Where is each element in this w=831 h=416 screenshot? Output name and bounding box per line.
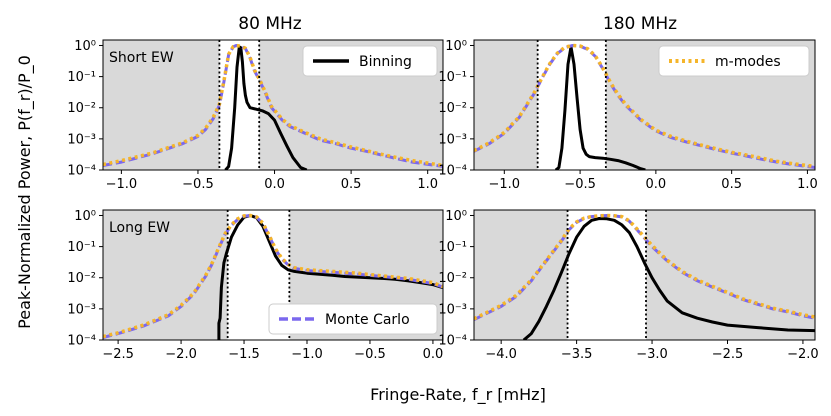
x-tick-label: −1.0 — [489, 177, 521, 192]
series-group — [474, 213, 815, 340]
y-tick-label: 10⁻¹ — [438, 70, 467, 85]
x-tick-label: 0.0 — [646, 177, 667, 192]
y-tick-label: 10⁻¹ — [438, 240, 467, 255]
x-tick-label: −1.0 — [106, 177, 138, 192]
plot-frame — [473, 39, 816, 171]
legend: m-modes — [658, 45, 810, 77]
series-group — [474, 43, 815, 170]
window-region — [567, 210, 647, 340]
y-tick-label: 10⁻² — [67, 101, 96, 116]
panel-annotation: Short EW — [109, 50, 174, 66]
x-tick-label: −1.0 — [291, 347, 323, 362]
title-80mhz: 80 MHz — [238, 14, 301, 34]
y-tick-label: 10⁻³ — [67, 302, 96, 317]
legend-box — [268, 303, 438, 335]
x-tick-label: 1.0 — [797, 177, 818, 192]
series-m-modes-line — [103, 213, 443, 339]
x-tick-label: 0.5 — [721, 177, 742, 192]
y-axis-label: Peak-Normalized Power, P(f_r)/P_0 — [15, 55, 35, 329]
x-tick-label: −4.0 — [485, 347, 517, 362]
x-tick-label: −2.5 — [712, 347, 744, 362]
y-tick-label: 10⁰ — [445, 39, 467, 54]
legend-label: Binning — [359, 54, 412, 70]
y-tick-label: 10⁻⁴ — [438, 164, 467, 179]
title-180mhz: 180 MHz — [603, 14, 677, 34]
y-tick-label: 10⁰ — [74, 39, 96, 54]
x-tick-label: −3.5 — [561, 347, 593, 362]
panel-short-180: 10⁻⁴ 10⁻³ 10⁻² 10⁻¹ 10⁰ −1.0 −0.5 0.0 0.5 1.0 m-mo… — [438, 39, 817, 192]
legend: Binning — [302, 45, 438, 77]
y-tick-label: 10⁻³ — [67, 132, 96, 147]
series-group — [103, 43, 443, 170]
y-tick-label: 10⁻² — [438, 101, 467, 116]
legend-label: Monte Carlo — [325, 312, 410, 328]
series-binning-line — [224, 45, 308, 170]
series-m-modes-line — [103, 43, 443, 168]
panel-long-80: 10⁻⁴ 10⁻³ 10⁻² 10⁻¹ 10⁰ −2.5 −2.0 −1.5 −1.0 −0.5 0… — [67, 209, 444, 362]
series-group — [103, 213, 443, 340]
x-tick-label: −0.5 — [182, 177, 214, 192]
series-monte-carlo-line — [474, 44, 815, 169]
series-binning-line — [522, 217, 815, 340]
plot-frame — [473, 209, 816, 341]
y-tick-label: 10⁻² — [438, 271, 467, 286]
x-tick-label: −3.0 — [636, 347, 668, 362]
x-tick-label: −1.5 — [228, 347, 260, 362]
x-tick-label: 0.5 — [341, 177, 362, 192]
panel-short-80: 10⁻⁴ 10⁻³ 10⁻² 10⁻¹ 10⁰ −1.0 −0.5 0.0 0.5 1.0 Shor… — [67, 39, 444, 192]
x-tick-label: 1.0 — [417, 177, 438, 192]
x-tick-label: −0.5 — [564, 177, 596, 192]
x-tick-label: −2.0 — [165, 347, 197, 362]
y-tick-label: 10⁰ — [445, 209, 467, 224]
x-tick-label: −2.0 — [787, 347, 819, 362]
y-tick-label: 10⁻³ — [438, 302, 467, 317]
legend-box — [658, 45, 810, 77]
y-tick-label: 10⁻¹ — [67, 70, 96, 85]
x-axis-label: Fringe-Rate, f_r [mHz] — [370, 385, 546, 405]
window-region — [537, 40, 606, 170]
x-tick-label: 0.0 — [423, 347, 444, 362]
y-tick-label: 10⁻⁴ — [67, 334, 96, 349]
series-binning-line — [217, 214, 443, 340]
y-tick-label: 10⁻⁴ — [438, 334, 467, 349]
legend: Monte Carlo — [268, 303, 438, 335]
y-tick-label: 10⁻⁴ — [67, 164, 96, 179]
legend-label: m-modes — [715, 54, 781, 70]
series-binning-line — [554, 45, 646, 170]
x-tick-label: −0.5 — [354, 347, 386, 362]
series-m-modes-line — [474, 213, 815, 321]
y-tick-label: 10⁻¹ — [67, 240, 96, 255]
panel-long-180: 10⁻⁴ 10⁻³ 10⁻² 10⁻¹ 10⁰ −4.0 −3.5 −3.0 −2.5 −2.0 — [438, 209, 818, 362]
panel-annotation: Long EW — [109, 220, 170, 236]
plot-frame — [102, 39, 444, 171]
y-tick-label: 10⁻³ — [438, 132, 467, 147]
y-tick-label: 10⁻² — [67, 271, 96, 286]
x-tick-label: 0.0 — [264, 177, 285, 192]
x-tick-label: −2.5 — [102, 347, 134, 362]
legend-box — [302, 45, 438, 77]
plot-frame — [102, 209, 444, 341]
y-tick-label: 10⁰ — [74, 209, 96, 224]
